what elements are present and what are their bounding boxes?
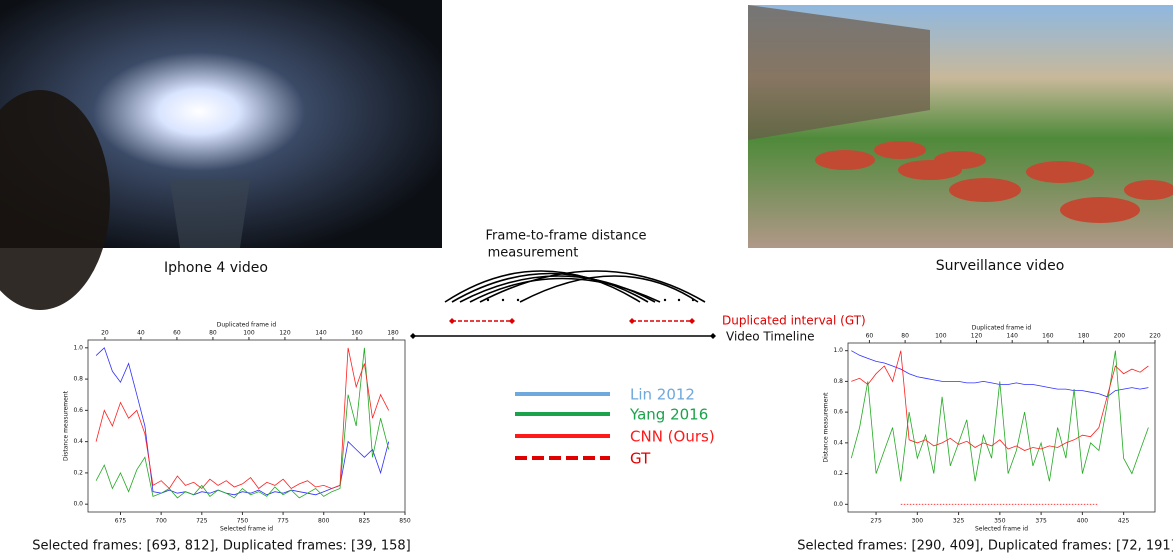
x-tick-label: 750 xyxy=(237,518,249,525)
photo-caption: Iphone 4 video xyxy=(164,260,268,276)
left-photo xyxy=(0,0,442,310)
x2-tick-label: 160 xyxy=(1042,333,1054,340)
x2-tick-label: 60 xyxy=(866,333,874,340)
x-axis-title: Selected frame id xyxy=(220,526,273,533)
x-tick-label: 800 xyxy=(318,518,330,525)
interval-label: Duplicated interval (GT) xyxy=(722,314,866,328)
y-tick-label: 0.4 xyxy=(73,438,83,445)
series-line xyxy=(851,350,1149,451)
chart-caption: Selected frames: [290, 409], Duplicated … xyxy=(797,539,1173,554)
y-tick-label: 0.0 xyxy=(833,501,843,508)
x2-tick-label: 200 xyxy=(1114,333,1126,340)
x-tick-label: 300 xyxy=(912,518,924,525)
y-tick-label: 0.6 xyxy=(833,409,843,416)
x2-tick-label: 140 xyxy=(315,330,327,337)
x-axis-title: Selected frame id xyxy=(975,526,1028,533)
gt-intervals xyxy=(449,318,695,324)
y-tick-label: 0.4 xyxy=(833,439,843,446)
series-line xyxy=(95,347,390,496)
x2-tick-label: 60 xyxy=(173,330,181,337)
series-line xyxy=(850,350,1149,482)
x2-tick-label: 100 xyxy=(935,333,947,340)
x2-tick-label: 160 xyxy=(351,330,363,337)
x2-tick-label: 80 xyxy=(209,330,217,337)
diagram-label: measurement xyxy=(488,246,579,261)
x-tick-label: 725 xyxy=(196,518,208,525)
y-tick-label: 1.0 xyxy=(833,347,843,354)
timeline xyxy=(410,333,716,339)
x-tick-label: 825 xyxy=(359,518,371,525)
x2-axis-title: Duplicated frame id xyxy=(972,325,1032,332)
x-tick-label: 775 xyxy=(277,518,289,525)
y-tick-label: 1.0 xyxy=(73,344,83,351)
x2-tick-label: 140 xyxy=(1006,333,1018,340)
x2-tick-label: 80 xyxy=(901,333,909,340)
x2-tick-label: 100 xyxy=(243,330,255,337)
x-tick-label: 675 xyxy=(115,518,127,525)
timeline-label: Video Timeline xyxy=(726,330,814,344)
legend-label: Yang 2016 xyxy=(629,406,708,424)
series-line xyxy=(95,347,390,499)
x-tick-label: 375 xyxy=(1035,518,1047,525)
dots xyxy=(486,298,695,302)
plot-frame xyxy=(87,339,406,513)
x2-tick-label: 180 xyxy=(387,330,399,337)
legend-label: GT xyxy=(630,450,651,468)
diagram-label: Frame-to-frame distance xyxy=(486,229,647,244)
y-axis-title: Distance measurement xyxy=(63,390,70,461)
right-photo xyxy=(748,5,1173,248)
x-tick-label: 400 xyxy=(1077,518,1089,525)
x2-tick-label: 20 xyxy=(101,330,109,337)
y-axis-title: Distance measurement xyxy=(823,392,830,463)
series-line xyxy=(851,350,1149,398)
legend: Lin 2012 Yang 2016 CNN (Ours) GT xyxy=(515,386,715,468)
x-tick-label: 700 xyxy=(155,518,167,525)
x-tick-label: 850 xyxy=(399,518,411,525)
y-tick-label: 0.2 xyxy=(73,469,83,476)
x2-tick-label: 40 xyxy=(137,330,145,337)
x-tick-label: 325 xyxy=(953,518,965,525)
x2-axis-title: Duplicated frame id xyxy=(217,322,277,329)
legend-label: CNN (Ours) xyxy=(630,428,715,446)
x2-tick-label: 120 xyxy=(971,333,983,340)
x-tick-label: 275 xyxy=(870,518,882,525)
plot-frame xyxy=(847,342,1156,513)
x-tick-label: 350 xyxy=(994,518,1006,525)
x2-tick-label: 180 xyxy=(1078,333,1090,340)
x2-tick-label: 220 xyxy=(1149,333,1161,340)
y-tick-label: 0.2 xyxy=(833,470,843,477)
y-tick-label: 0.0 xyxy=(73,501,83,508)
photo-caption: Surveillance video xyxy=(936,258,1065,274)
y-tick-label: 0.8 xyxy=(833,378,843,385)
arcs xyxy=(444,270,706,303)
x2-tick-label: 120 xyxy=(279,330,291,337)
chart-caption: Selected frames: [693, 812], Duplicated … xyxy=(32,539,411,554)
series-line xyxy=(95,347,390,490)
x-tick-label: 425 xyxy=(1118,518,1130,525)
y-tick-label: 0.6 xyxy=(73,407,83,414)
y-tick-label: 0.8 xyxy=(73,376,83,383)
legend-label: Lin 2012 xyxy=(630,386,695,404)
